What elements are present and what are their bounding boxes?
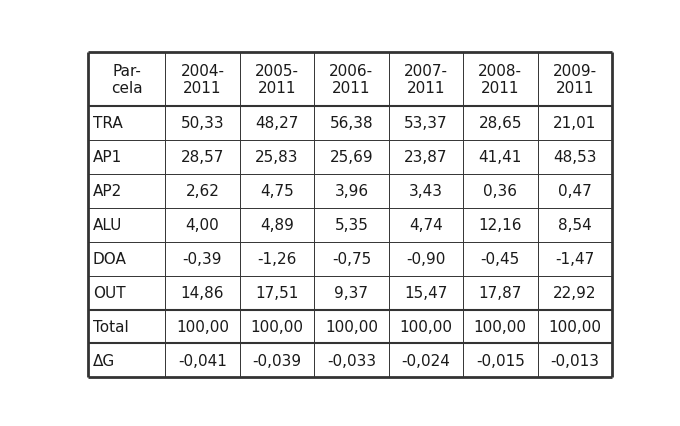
- Text: 25,69: 25,69: [330, 150, 373, 165]
- Text: 0,36: 0,36: [483, 184, 517, 199]
- Text: Total: Total: [93, 319, 129, 334]
- Text: Par-
cela: Par- cela: [111, 63, 142, 96]
- Text: 48,27: 48,27: [255, 116, 299, 131]
- Text: 15,47: 15,47: [404, 285, 447, 300]
- Text: 100,00: 100,00: [474, 319, 527, 334]
- Text: -1,47: -1,47: [555, 251, 594, 267]
- Text: 17,51: 17,51: [255, 285, 299, 300]
- Text: 25,83: 25,83: [255, 150, 299, 165]
- Text: 2004-
2011: 2004- 2011: [180, 63, 224, 96]
- Text: -0,015: -0,015: [476, 353, 525, 368]
- Text: 2006-
2011: 2006- 2011: [329, 63, 373, 96]
- Text: -1,26: -1,26: [257, 251, 296, 267]
- Text: 4,00: 4,00: [186, 218, 220, 233]
- Text: DOA: DOA: [93, 251, 126, 267]
- Text: 100,00: 100,00: [325, 319, 378, 334]
- Text: -0,039: -0,039: [252, 353, 301, 368]
- Text: 22,92: 22,92: [553, 285, 596, 300]
- Text: 56,38: 56,38: [330, 116, 373, 131]
- Text: -0,75: -0,75: [332, 251, 371, 267]
- Text: -0,033: -0,033: [327, 353, 376, 368]
- Text: 3,96: 3,96: [335, 184, 369, 199]
- Text: OUT: OUT: [93, 285, 126, 300]
- Text: 12,16: 12,16: [479, 218, 522, 233]
- Text: -0,041: -0,041: [178, 353, 227, 368]
- Text: ΔG: ΔG: [93, 353, 115, 368]
- Text: AP1: AP1: [93, 150, 122, 165]
- Text: 8,54: 8,54: [558, 218, 592, 233]
- Text: -0,024: -0,024: [401, 353, 450, 368]
- Text: 2009-
2011: 2009- 2011: [553, 63, 597, 96]
- Text: 28,57: 28,57: [181, 150, 224, 165]
- Text: 9,37: 9,37: [335, 285, 369, 300]
- Text: 17,87: 17,87: [479, 285, 522, 300]
- Text: 2005-
2011: 2005- 2011: [255, 63, 299, 96]
- Text: -0,90: -0,90: [406, 251, 445, 267]
- Text: 23,87: 23,87: [404, 150, 447, 165]
- Text: 21,01: 21,01: [553, 116, 596, 131]
- Text: 28,65: 28,65: [479, 116, 522, 131]
- Text: TRA: TRA: [93, 116, 122, 131]
- Text: 100,00: 100,00: [250, 319, 303, 334]
- Text: AP2: AP2: [93, 184, 122, 199]
- Text: 100,00: 100,00: [176, 319, 229, 334]
- Text: 2,62: 2,62: [186, 184, 220, 199]
- Text: 4,89: 4,89: [260, 218, 294, 233]
- Text: -0,013: -0,013: [550, 353, 599, 368]
- Text: 100,00: 100,00: [399, 319, 452, 334]
- Text: 4,74: 4,74: [409, 218, 443, 233]
- Text: 41,41: 41,41: [479, 150, 522, 165]
- Text: 100,00: 100,00: [548, 319, 601, 334]
- Text: 48,53: 48,53: [553, 150, 596, 165]
- Text: ALU: ALU: [93, 218, 122, 233]
- Text: -0,39: -0,39: [183, 251, 222, 267]
- Text: 50,33: 50,33: [181, 116, 224, 131]
- Text: 53,37: 53,37: [404, 116, 447, 131]
- Text: 0,47: 0,47: [558, 184, 592, 199]
- Text: 5,35: 5,35: [335, 218, 369, 233]
- Text: 2007-
2011: 2007- 2011: [404, 63, 448, 96]
- Text: 3,43: 3,43: [409, 184, 443, 199]
- Text: 14,86: 14,86: [181, 285, 224, 300]
- Text: 2008-
2011: 2008- 2011: [478, 63, 522, 96]
- Text: -0,45: -0,45: [481, 251, 520, 267]
- Text: 4,75: 4,75: [260, 184, 294, 199]
